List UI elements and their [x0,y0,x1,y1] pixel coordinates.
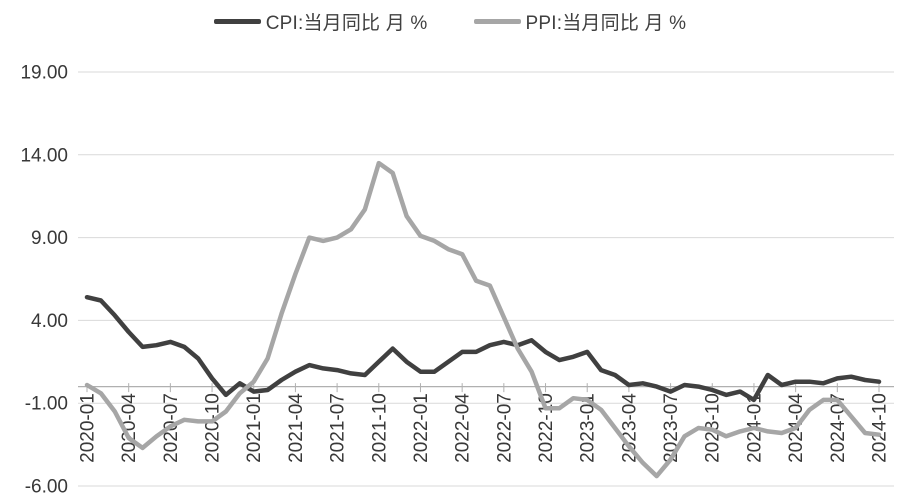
x-tick-label: 2022-01 [411,393,432,463]
cpi-line [84,294,882,403]
legend-label-cpi: CPI:当月同比 月 % [265,13,428,34]
legend-item-cpi: CPI:当月同比 月 % [213,8,428,35]
cpi-line-swatch [213,19,261,24]
x-tick-label: 2021-07 [328,393,349,463]
x-tick-label: 2022-10 [536,393,557,463]
y-tick-label: 4.00 [31,311,68,332]
x-tick-label: 2021-01 [244,393,265,463]
x-tick-label: 2022-04 [453,393,474,463]
x-tick-label: 2023-04 [619,393,640,463]
x-tick-label: 2021-10 [369,393,390,463]
y-tick-label: 19.00 [20,63,68,84]
x-tick-label: 2023-07 [661,393,682,463]
ppi-line [84,160,882,479]
x-tick-label: 2020-01 [78,393,99,463]
y-tick-label: 14.00 [20,145,68,166]
x-tick-label: 2020-04 [119,393,140,463]
legend-item-ppi: PPI:当月同比 月 % [473,8,687,35]
x-tick-label: 2020-10 [203,393,224,463]
legend-label-ppi: PPI:当月同比 月 % [525,13,687,34]
y-tick-label: 9.00 [31,228,68,249]
ppi-line-swatch [473,19,521,24]
x-tick-label: 2022-07 [494,393,515,463]
chart-legend: CPI:当月同比 月 % PPI:当月同比 月 % [0,8,900,35]
x-tick-label: 2021-04 [286,393,307,463]
x-tick-label: 2024-10 [870,393,891,463]
y-tick-label: -6.00 [25,477,68,498]
x-tick-label: 2023-01 [578,393,599,463]
y-tick-label: -1.00 [25,394,68,415]
